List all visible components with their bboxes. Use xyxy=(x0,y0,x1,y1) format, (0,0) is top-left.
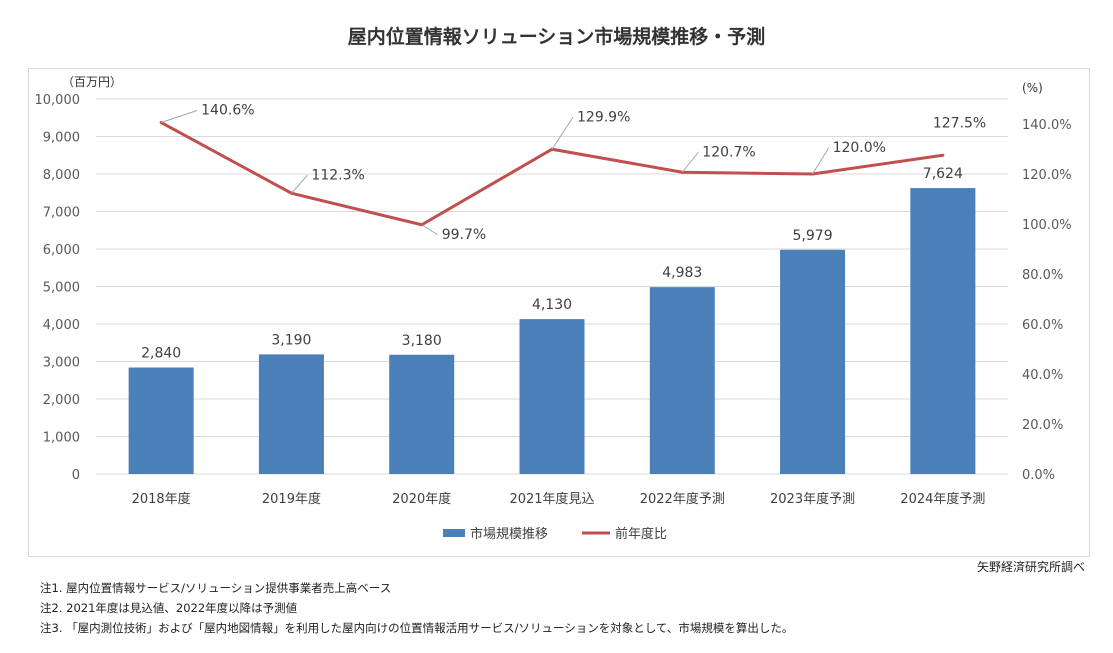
x-tick: 2024年度予測 xyxy=(900,491,985,507)
y-left-tick: 2,000 xyxy=(43,393,80,408)
x-tick: 2019年度 xyxy=(262,491,321,507)
bar-label: 2,840 xyxy=(141,346,181,362)
y-left-tick: 8,000 xyxy=(43,168,80,183)
y-right-tick: 60.0% xyxy=(1022,318,1063,333)
leader-line xyxy=(812,147,829,175)
leader-line xyxy=(160,110,198,123)
y-right-unit: (%) xyxy=(1022,81,1043,95)
line-label: 120.0% xyxy=(833,140,886,156)
leader-line xyxy=(681,151,699,173)
y-left-tick: 7,000 xyxy=(43,206,80,221)
leader-line xyxy=(291,174,308,194)
chart-frame xyxy=(28,68,1090,557)
line-point xyxy=(941,153,945,157)
y-right-tick: 40.0% xyxy=(1022,368,1063,383)
line-label: 129.9% xyxy=(577,109,630,125)
x-tick: 2020年度 xyxy=(392,491,451,507)
line-label: 99.7% xyxy=(442,227,486,243)
x-tick: 2022年度予測 xyxy=(640,491,725,507)
y-left-tick: 3,000 xyxy=(43,356,80,371)
leader-line xyxy=(421,224,438,236)
y-right-tick: 140.0% xyxy=(1022,118,1072,133)
x-tick: 2018年度 xyxy=(132,491,191,507)
x-tick: 2021年度見込 xyxy=(509,491,594,507)
y-left-tick: 1,000 xyxy=(43,431,80,446)
bar-2022年度予測 xyxy=(649,287,715,474)
chart-title: 屋内位置情報ソリューション市場規模推移・予測 xyxy=(347,26,766,48)
y-right-tick: 80.0% xyxy=(1022,268,1063,283)
y-left-tick: 6,000 xyxy=(43,243,80,258)
note-3: 注3. 「屋内測位技術」および「屋内地図情報」を利用した屋内向けの位置情報活用サ… xyxy=(40,621,794,635)
leader-line xyxy=(551,116,574,150)
bar-label: 4,983 xyxy=(662,265,702,281)
bar-2019年度 xyxy=(258,354,324,474)
note-2: 注2. 2021年度は見込値、2022年度以降は予測値 xyxy=(40,601,298,615)
y-left-tick: 4,000 xyxy=(43,318,80,333)
y-left-tick: 10,000 xyxy=(35,93,81,108)
bar-2023年度予測 xyxy=(780,249,846,474)
source-credit: 矢野経済研究所調べ xyxy=(976,560,1085,574)
x-tick: 2023年度予測 xyxy=(770,491,855,507)
y-left-tick: 5,000 xyxy=(43,281,80,296)
y-right-tick: 0.0% xyxy=(1022,468,1055,483)
legend-bar-swatch xyxy=(443,529,465,537)
y-left-tick: 0 xyxy=(72,468,80,483)
bar-label: 3,190 xyxy=(271,332,311,348)
bar-label: 4,130 xyxy=(532,297,572,313)
bar-2021年度見込 xyxy=(519,319,585,474)
bar-label: 3,180 xyxy=(402,333,442,349)
line-label: 127.5% xyxy=(933,115,986,131)
line-label: 112.3% xyxy=(311,167,364,183)
bar-2020年度 xyxy=(389,354,455,474)
legend-bar-label: 市場規模推移 xyxy=(470,526,548,542)
line-label: 140.6% xyxy=(201,103,254,119)
y-right-tick: 100.0% xyxy=(1022,218,1072,233)
bar-label: 7,624 xyxy=(923,166,963,182)
y-right-tick: 20.0% xyxy=(1022,418,1063,433)
bar-2024年度予測 xyxy=(910,188,976,474)
note-1: 注1. 屋内位置情報サービス/ソリューション提供事業者売上高ベース xyxy=(40,581,392,595)
bar-label: 5,979 xyxy=(793,228,833,244)
y-left-unit: （百万円） xyxy=(62,75,122,89)
y-left-tick: 9,000 xyxy=(43,131,80,146)
bar-2018年度 xyxy=(128,367,194,474)
legend-line-label: 前年度比 xyxy=(615,526,667,542)
line-label: 120.7% xyxy=(702,144,755,160)
y-right-tick: 120.0% xyxy=(1022,168,1072,183)
